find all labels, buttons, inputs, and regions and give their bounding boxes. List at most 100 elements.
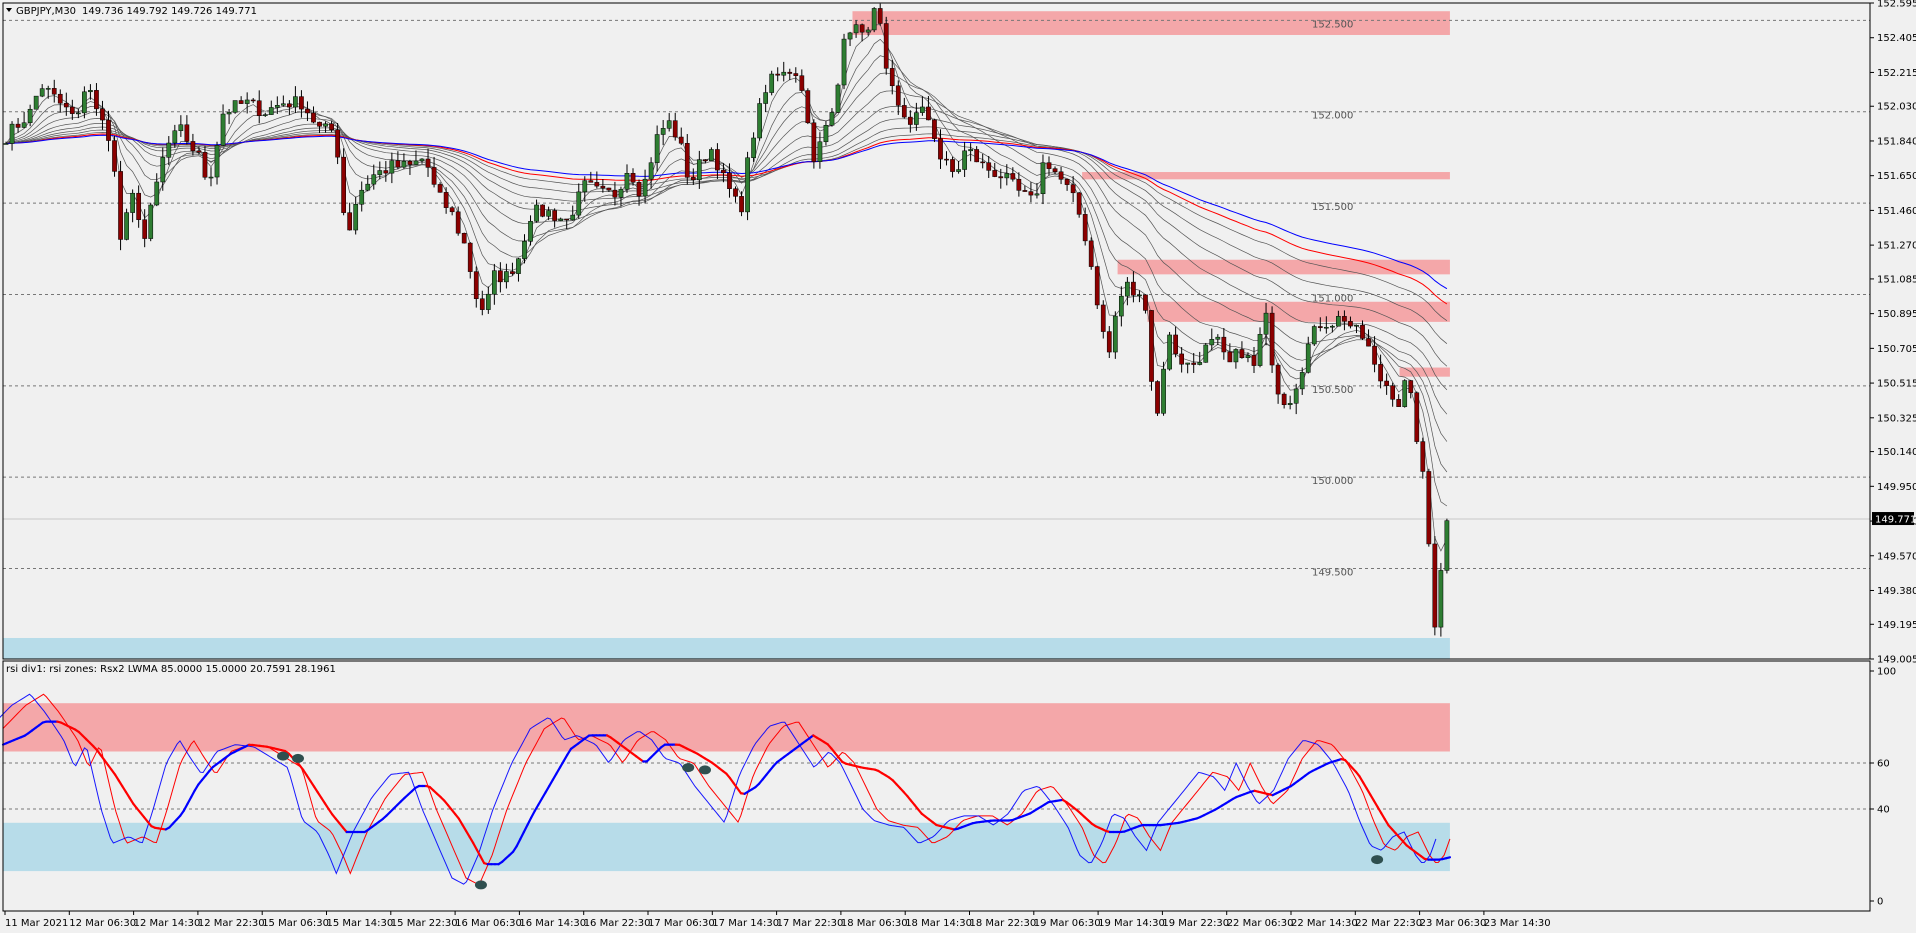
candle-body (1094, 266, 1100, 306)
ribbon-ma-line (5, 55, 1448, 473)
candle-body (600, 185, 606, 189)
price-zone (1082, 172, 1450, 180)
rsi-slow-segment (186, 796, 193, 805)
time-tick-label: 12 Mar 22:30 (198, 918, 265, 929)
time-tick-label: 17 Mar 22:30 (777, 918, 844, 929)
candle-body (582, 180, 588, 193)
rsi-zones (3, 703, 1870, 872)
rsi-slow-segment (464, 829, 471, 839)
candle-body (895, 85, 901, 106)
candle-body (938, 138, 943, 160)
symbol-label: GBPJPY,M30 (16, 6, 76, 17)
candle-body (491, 270, 497, 295)
candle-body (359, 189, 365, 205)
candle-body (1227, 351, 1233, 363)
candle-body (1360, 324, 1365, 339)
candle-body (721, 169, 726, 174)
candle-body (516, 258, 521, 274)
candle-body (455, 211, 461, 234)
candle-body (172, 130, 178, 144)
rsi-slow-segment (114, 773, 120, 782)
rsi-slow-segment (475, 848, 482, 858)
rsi-slow-segment (320, 796, 327, 805)
candle-body (504, 271, 509, 283)
candle-body (1100, 304, 1106, 332)
price-zone (1147, 301, 1450, 322)
rsi-slow-segment (526, 816, 533, 826)
rsi-slow-segment (537, 797, 544, 806)
candle-body (805, 90, 811, 124)
ohlc-readout: 149.736 149.792 149.726 149.771 (82, 6, 257, 17)
candle-body (51, 88, 57, 95)
rsi-tick-label: 100 (1877, 667, 1896, 678)
price-tick-label: 151.460 (1877, 206, 1916, 217)
candle-body (33, 95, 39, 110)
candle-body (299, 96, 304, 110)
candle-body (1420, 441, 1426, 472)
candle-body (606, 187, 612, 191)
candle-body (871, 8, 877, 31)
candle-body (1323, 326, 1329, 329)
candle-body (21, 122, 27, 128)
candle-body (775, 73, 781, 76)
price-zone (852, 11, 1450, 35)
rsi-slow-segment (316, 791, 323, 799)
candle-body (1257, 334, 1263, 366)
candle-body (178, 124, 184, 132)
time-tick-label: 11 Mar 2021 (5, 918, 68, 929)
candle-body (932, 119, 937, 139)
rsi-slow-segment (1383, 818, 1390, 827)
ribbon-ma-line (5, 72, 1448, 442)
candle-body (859, 24, 865, 33)
rsi-slow-segment (457, 817, 464, 826)
price-tick-label: 152.595 (1877, 0, 1916, 10)
candle-body (45, 88, 51, 90)
time-tick-label: 19 Mar 14:30 (1098, 918, 1165, 929)
divergence-dot (291, 753, 304, 763)
candle-body (1131, 281, 1136, 296)
time-tick-label: 16 Mar 06:30 (455, 918, 522, 929)
candle-body (305, 108, 310, 114)
rsi-slow-segment (472, 842, 478, 851)
candle-body (841, 38, 847, 86)
price-tick-label: 149.195 (1877, 620, 1916, 631)
candle-body (552, 210, 558, 221)
ma-ribbon (5, 24, 1448, 552)
candle-body (1185, 362, 1191, 365)
candle-body (1010, 173, 1016, 180)
candle-body (914, 112, 919, 125)
candle-body (262, 114, 268, 116)
rsi-tick-label: 0 (1877, 897, 1883, 908)
candle-body (998, 176, 1004, 179)
price-tick-label: 151.085 (1877, 274, 1916, 285)
candle-body (763, 92, 769, 104)
candle-body (431, 167, 437, 185)
candle-body (1052, 168, 1058, 173)
candle-body (353, 204, 359, 231)
candle-body (684, 143, 690, 178)
candle-body (27, 108, 33, 123)
level-label: 150.500 (1312, 385, 1353, 396)
time-tick-label: 15 Mar 22:30 (391, 918, 458, 929)
candle-body (1317, 326, 1323, 328)
candle-body (727, 172, 732, 189)
dropdown-triangle-icon[interactable] (6, 8, 12, 12)
candle-body (1330, 325, 1335, 328)
rsi-fast-blue-line (0, 693, 1437, 885)
candle-body (184, 124, 190, 142)
rsi-axis: 100 60 40 0 (1870, 667, 1896, 908)
price-tick-label: 149.005 (1877, 655, 1916, 666)
time-tick-label: 15 Mar 06:30 (262, 918, 329, 929)
time-tick-label: 16 Mar 14:30 (519, 918, 586, 929)
candle-body (1432, 543, 1438, 628)
candle-body (636, 182, 642, 197)
candle-body (395, 160, 401, 168)
candle-body (437, 184, 443, 193)
candle-body (739, 196, 744, 213)
price-tick-label: 150.705 (1877, 344, 1916, 355)
rsi-panel-border (2, 660, 1871, 912)
rsi-slow-segment (1372, 799, 1379, 809)
candle-body (1082, 214, 1088, 242)
